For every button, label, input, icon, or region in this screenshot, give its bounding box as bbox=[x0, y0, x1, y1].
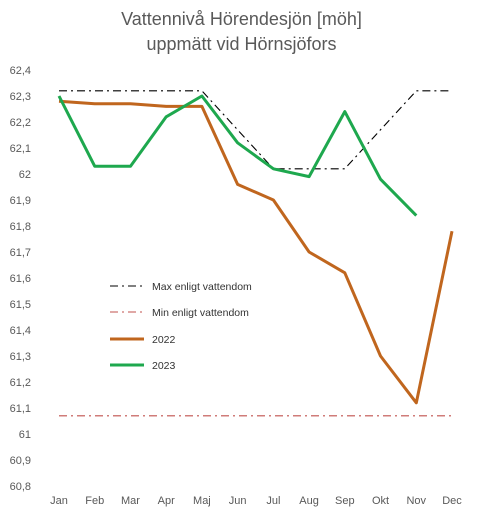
y-tick-label: 61 bbox=[19, 429, 31, 441]
x-tick-label: Mar bbox=[121, 495, 140, 507]
y-tick-label: 61,8 bbox=[10, 221, 31, 233]
y-tick-label: 61,3 bbox=[10, 351, 31, 363]
legend-label-1: Max enligt vattendom bbox=[152, 281, 252, 293]
series-line-3 bbox=[58, 99, 454, 405]
legend-label-2: Min enligt vattendom bbox=[152, 307, 249, 319]
y-tick-label: 62,4 bbox=[10, 65, 31, 77]
y-tick-label: 61,9 bbox=[10, 195, 31, 207]
legend-label-3: 2022 bbox=[152, 334, 176, 346]
x-tick-label: Maj bbox=[193, 495, 211, 507]
y-tick-label: 61,6 bbox=[10, 273, 31, 285]
x-tick-label: Aug bbox=[299, 495, 319, 507]
y-tick-label: 61,5 bbox=[10, 299, 31, 311]
legend-label-4: 2023 bbox=[152, 360, 176, 372]
y-tick-label: 60,9 bbox=[10, 455, 31, 467]
x-tick-label: Apr bbox=[158, 495, 175, 507]
x-tick-label: Sep bbox=[335, 495, 355, 507]
x-tick-label: Jun bbox=[229, 495, 247, 507]
x-tick-label: Jul bbox=[266, 495, 280, 507]
x-tick-label: Feb bbox=[85, 495, 104, 507]
x-tick-label: Dec bbox=[442, 495, 462, 507]
x-tick-label: Jan bbox=[50, 495, 68, 507]
series-line-1 bbox=[59, 90, 452, 170]
chart-title-line-1: Vattennivå Hörendesjön [möh] bbox=[121, 9, 362, 29]
x-tick-label: Okt bbox=[372, 495, 389, 507]
series-line-4 bbox=[57, 94, 418, 217]
y-tick-label: 62 bbox=[19, 169, 31, 181]
chart-title-line-2: uppmätt vid Hörnsjöfors bbox=[146, 34, 337, 54]
y-tick-label: 61,7 bbox=[10, 247, 31, 259]
y-tick-label: 60,8 bbox=[10, 481, 31, 493]
y-tick-label: 62,3 bbox=[10, 91, 31, 103]
y-tick-label: 61,2 bbox=[10, 377, 31, 389]
x-tick-label: Nov bbox=[406, 495, 426, 507]
y-tick-label: 61,1 bbox=[10, 403, 31, 415]
y-tick-label: 61,4 bbox=[10, 325, 31, 337]
y-tick-label: 62,2 bbox=[10, 117, 31, 129]
y-tick-label: 62,1 bbox=[10, 143, 31, 155]
